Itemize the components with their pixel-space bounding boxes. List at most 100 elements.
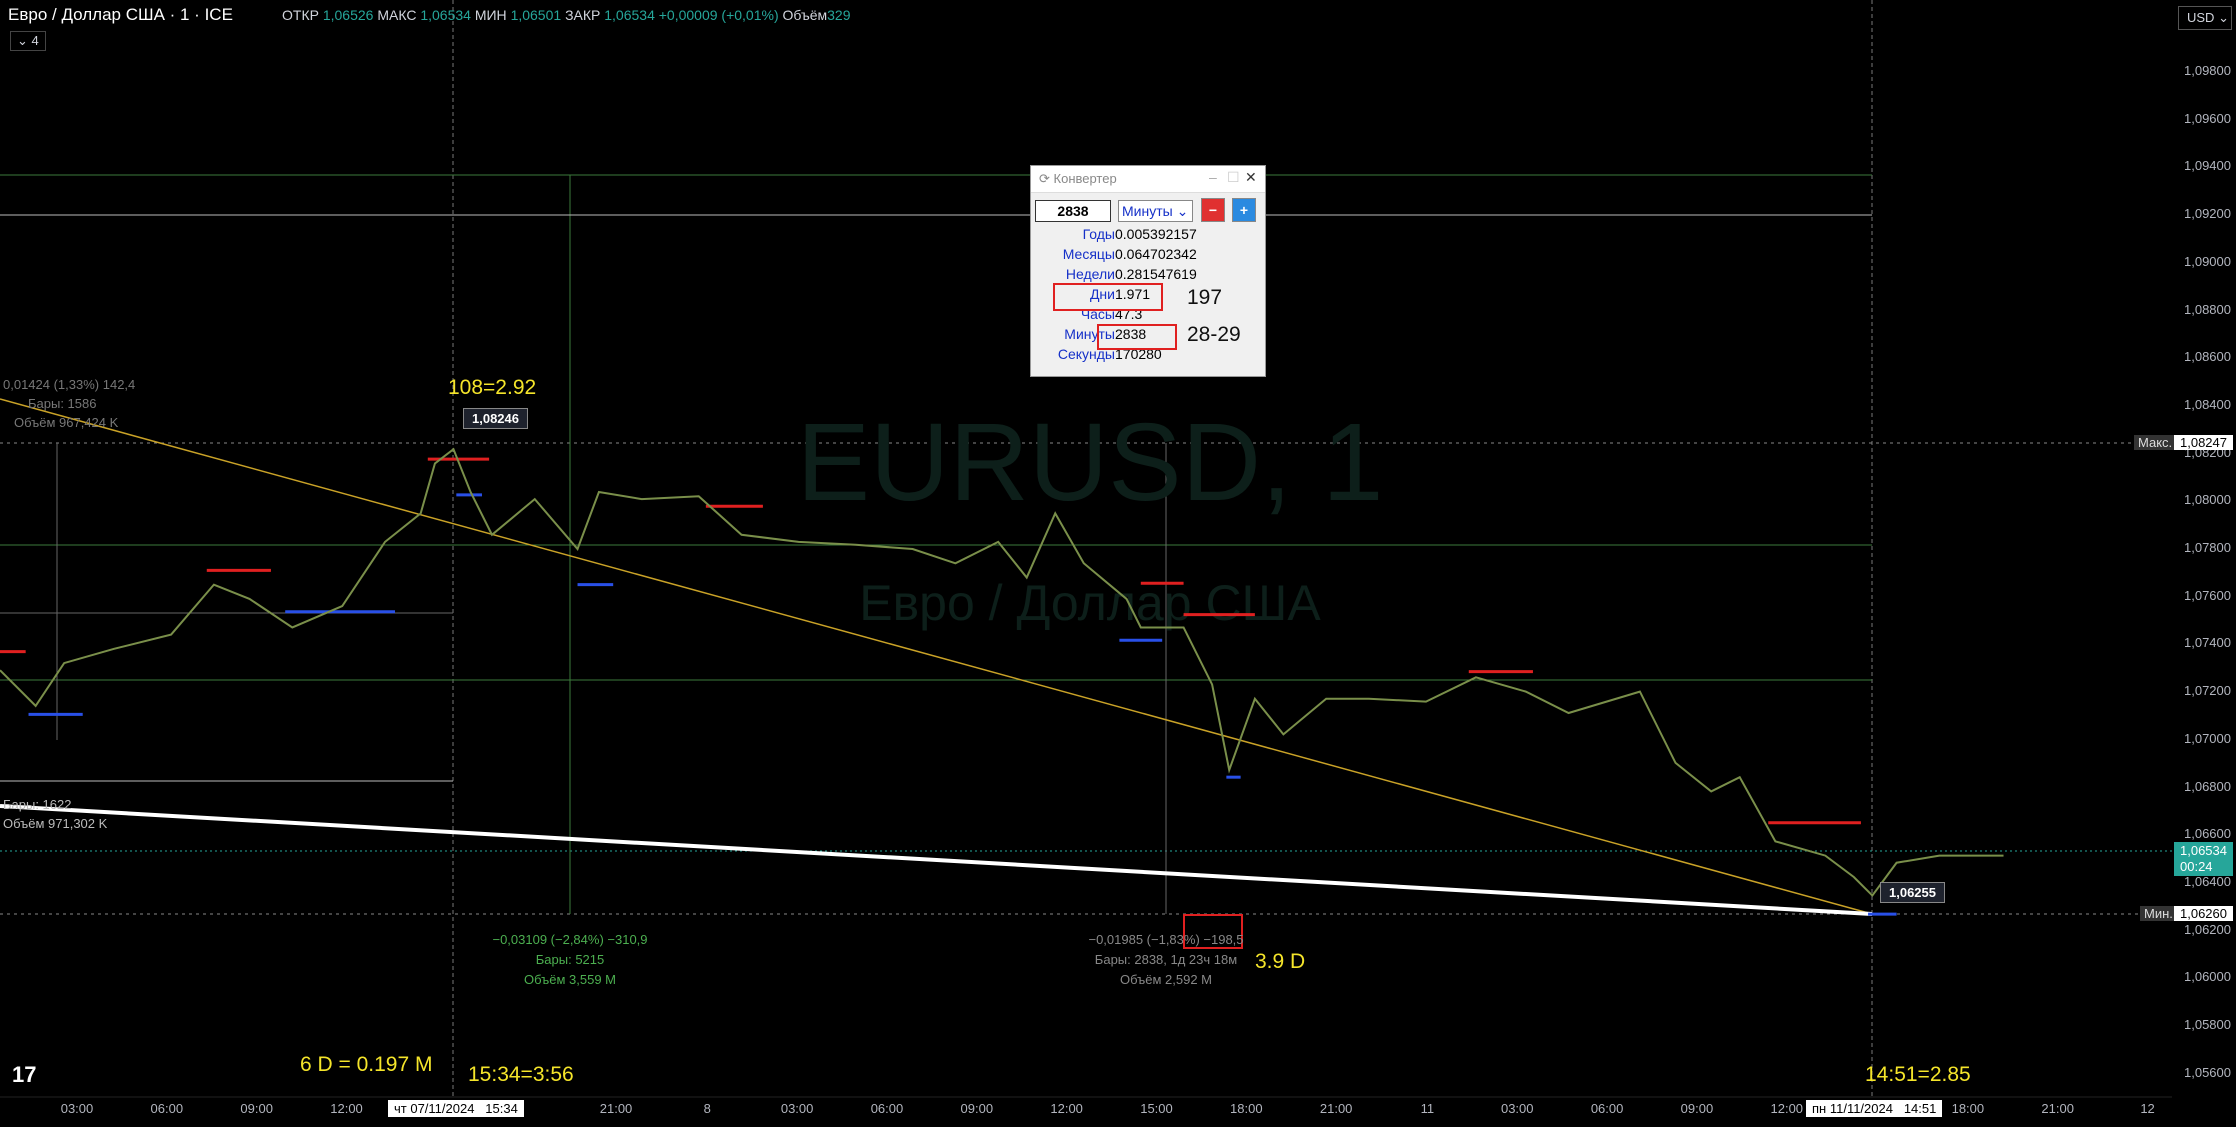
unit-select[interactable]: Минуты ⌄	[1118, 200, 1193, 222]
converter-row: Секунды 170280	[1031, 346, 1265, 366]
time-label: 09:00	[960, 1101, 994, 1116]
ohlc: ОТКР 1,06526 МАКС 1,06534 МИН 1,06501 ЗА…	[282, 7, 850, 23]
annotation: 108=2.92	[448, 376, 537, 399]
price-label: 1,07000	[2184, 730, 2231, 746]
label: МАКС	[377, 7, 417, 23]
time-label: 09:00	[1680, 1101, 1714, 1116]
measure-text: Бары: 1622	[3, 797, 72, 812]
unit: Минуты	[1122, 203, 1173, 219]
watermark: EURUSD, 1	[797, 401, 1384, 524]
converter-row: Минуты 2838	[1031, 326, 1265, 346]
unit-label: Дни	[1089, 286, 1115, 302]
price-label: 1,09800	[2184, 63, 2231, 78]
price-path	[0, 447, 2004, 898]
measure-text: Объём 2,592 M	[1119, 972, 1213, 987]
time-label: 03:00	[1500, 1101, 1534, 1116]
value: 329	[827, 7, 851, 23]
value: 1,06526	[322, 7, 374, 23]
change: +0,00009 (+0,01%)	[658, 7, 779, 23]
currency-select[interactable]: USD ⌄	[2178, 6, 2232, 30]
time-label: 06:00	[870, 1101, 904, 1116]
crosshair-date: пн 11/11/2024 14:51	[1806, 1100, 1943, 1117]
min-button[interactable]: –	[1209, 169, 1217, 185]
date: пн 11/11/2024	[1812, 1101, 1893, 1116]
indicators-toggle[interactable]: ⌄ 4	[10, 31, 46, 51]
measure-text: Бары: 1586	[28, 396, 97, 411]
symbol: Евро / Доллар США · 1 · ICE	[8, 5, 233, 24]
max-label: Макс.	[2134, 435, 2177, 450]
price: 1,06534	[2180, 843, 2227, 858]
time-label: 03:00	[780, 1101, 814, 1116]
plus-button[interactable]: +	[1232, 198, 1256, 222]
unit-label: Недели	[1065, 266, 1115, 282]
value: 1,06534	[420, 7, 471, 23]
time-label: 15:00	[1140, 1101, 1173, 1116]
time: 15:34	[485, 1101, 518, 1116]
price-tag: 1,06255	[1880, 882, 1945, 903]
unit-value: 0.005392157	[1115, 226, 1197, 242]
time-label: 18:00	[1230, 1101, 1263, 1116]
unit-value: 1.971	[1115, 286, 1151, 302]
minus-button[interactable]: −	[1201, 198, 1225, 222]
trend-line	[0, 398, 1873, 915]
price-label: 1,07600	[2184, 587, 2231, 603]
currency: USD	[2187, 10, 2215, 25]
unit-value: 0.064702342	[1115, 246, 1197, 262]
label: МИН	[474, 7, 507, 23]
annotation: 6 D = 0.197 M	[300, 1053, 433, 1076]
highlight-box	[1097, 324, 1177, 350]
close-button[interactable]: ✕	[1245, 169, 1257, 185]
time-label: 12:00	[330, 1101, 363, 1116]
converter-row: Недели 0.281547619	[1031, 266, 1265, 286]
logo: 17	[12, 1062, 37, 1087]
price-axis-bg	[2172, 0, 2236, 1127]
converter-row: Месяцы 0.064702342	[1031, 246, 1265, 266]
price-label: 1,07400	[2184, 635, 2231, 651]
time-label: 12	[2140, 1101, 2155, 1116]
converter-window: ⟳ Конвертер – ☐ ✕ 2838 Минуты ⌄ − + Годы…	[1030, 165, 1266, 377]
time-label: 12:00	[1050, 1101, 1083, 1116]
max-price: 1,08247	[2174, 435, 2233, 450]
min-label: Мин.	[2140, 906, 2177, 921]
time-label: 21:00	[1319, 1101, 1353, 1116]
measure-text: Объём 967,424 K	[14, 415, 119, 430]
annotation: 197	[1187, 286, 1223, 309]
time-label: 09:00	[240, 1101, 273, 1116]
watermark: Евро / Доллар США	[859, 575, 1321, 631]
time-label: 12:00	[1770, 1101, 1804, 1116]
min-price: 1,06260	[2174, 906, 2233, 921]
time-label: 21:00	[2041, 1101, 2074, 1116]
title-bar: ⟳ Конвертер – ☐ ✕	[1031, 166, 1265, 193]
range-box	[0, 174, 1872, 914]
price-label: 1,06400	[2184, 873, 2231, 889]
last-price: 1,06534 00:24	[2174, 842, 2233, 876]
window-title: ⟳ Конвертер	[1039, 171, 1117, 186]
price-label: 1,06800	[2184, 778, 2231, 794]
price-label: 1,07200	[2184, 683, 2231, 699]
unit-value: 170280	[1115, 346, 1162, 362]
time-label: 21:00	[599, 1101, 633, 1116]
price-label: 1,09200	[2184, 206, 2231, 222]
input[interactable]: 2838	[1035, 200, 1111, 222]
measure-text: −0,01985 (−1,83%) −198,5	[1088, 932, 1244, 947]
trend-line	[0, 804, 1873, 916]
highlight-box	[1183, 914, 1243, 949]
label: ОТКР	[282, 7, 319, 23]
max-button[interactable]: ☐	[1227, 169, 1240, 185]
price-label: 1,05800	[2184, 1017, 2231, 1032]
label: ЗАКР	[565, 7, 601, 23]
converter-row: Дни 1.971	[1031, 286, 1265, 306]
measure-box: −0,03109 (−2,84%) −310,9 Бары: 5215 Объём …	[492, 930, 647, 990]
unit-value: 2838	[1115, 326, 1147, 342]
highlight-box	[1053, 283, 1163, 311]
price-label: 1,08600	[2184, 349, 2231, 365]
price-label: 1,08000	[2184, 492, 2231, 508]
measure-text: Объём 3,559 M	[523, 972, 617, 987]
measure-text: 0,01424 (1,33%) 142,4	[3, 377, 136, 392]
measure-text: Бары: 5215	[535, 952, 605, 967]
time-label: 06:00	[150, 1101, 184, 1116]
unit-label: Месяцы	[1062, 246, 1115, 262]
label: Объём	[782, 7, 828, 23]
measure-text: Объём 971,302 K	[3, 816, 108, 831]
unit-label: Секунды	[1057, 346, 1115, 362]
